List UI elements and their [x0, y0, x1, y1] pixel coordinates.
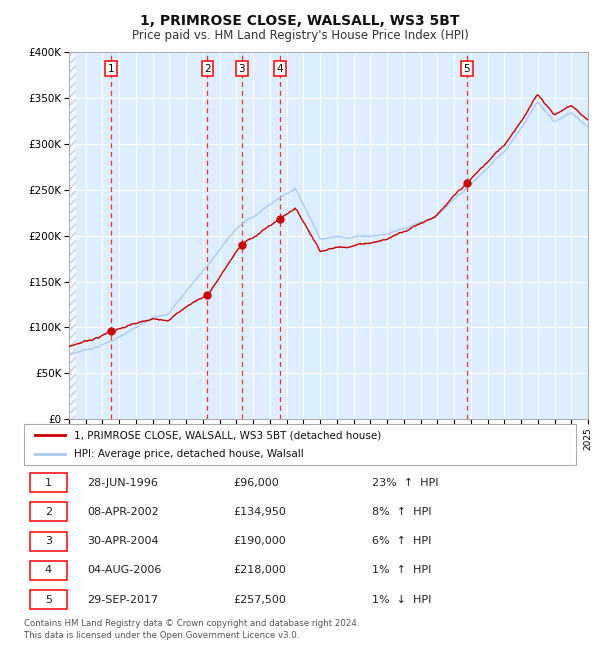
Text: £218,000: £218,000 [234, 566, 287, 575]
Text: 4: 4 [45, 566, 52, 575]
Text: 6%  ↑  HPI: 6% ↑ HPI [372, 536, 431, 546]
Text: 1: 1 [107, 64, 114, 73]
FancyBboxPatch shape [29, 532, 67, 551]
Text: 2: 2 [45, 507, 52, 517]
Text: 5: 5 [463, 64, 470, 73]
FancyBboxPatch shape [29, 590, 67, 609]
Text: 29-SEP-2017: 29-SEP-2017 [88, 595, 158, 604]
Text: 08-APR-2002: 08-APR-2002 [88, 507, 159, 517]
Text: £134,950: £134,950 [234, 507, 287, 517]
FancyBboxPatch shape [29, 561, 67, 580]
Text: Price paid vs. HM Land Registry's House Price Index (HPI): Price paid vs. HM Land Registry's House … [131, 29, 469, 42]
FancyBboxPatch shape [29, 502, 67, 521]
Text: 1, PRIMROSE CLOSE, WALSALL, WS3 5BT (detached house): 1, PRIMROSE CLOSE, WALSALL, WS3 5BT (det… [74, 430, 381, 440]
Text: 5: 5 [45, 595, 52, 604]
Text: 3: 3 [45, 536, 52, 546]
Text: 30-APR-2004: 30-APR-2004 [88, 536, 159, 546]
Text: HPI: Average price, detached house, Walsall: HPI: Average price, detached house, Wals… [74, 449, 304, 459]
Text: 1, PRIMROSE CLOSE, WALSALL, WS3 5BT: 1, PRIMROSE CLOSE, WALSALL, WS3 5BT [140, 14, 460, 29]
Text: £190,000: £190,000 [234, 536, 287, 546]
Text: 8%  ↑  HPI: 8% ↑ HPI [372, 507, 431, 517]
FancyBboxPatch shape [29, 473, 67, 492]
Text: 23%  ↑  HPI: 23% ↑ HPI [372, 478, 438, 488]
Text: Contains HM Land Registry data © Crown copyright and database right 2024.
This d: Contains HM Land Registry data © Crown c… [24, 619, 359, 640]
Text: 04-AUG-2006: 04-AUG-2006 [88, 566, 162, 575]
Text: 1%  ↓  HPI: 1% ↓ HPI [372, 595, 431, 604]
Text: 3: 3 [239, 64, 245, 73]
Text: 1: 1 [45, 478, 52, 488]
Text: £96,000: £96,000 [234, 478, 280, 488]
Text: 4: 4 [277, 64, 283, 73]
Text: 1%  ↑  HPI: 1% ↑ HPI [372, 566, 431, 575]
Text: 28-JUN-1996: 28-JUN-1996 [88, 478, 158, 488]
Text: 2: 2 [204, 64, 211, 73]
Text: £257,500: £257,500 [234, 595, 287, 604]
FancyBboxPatch shape [24, 424, 576, 465]
